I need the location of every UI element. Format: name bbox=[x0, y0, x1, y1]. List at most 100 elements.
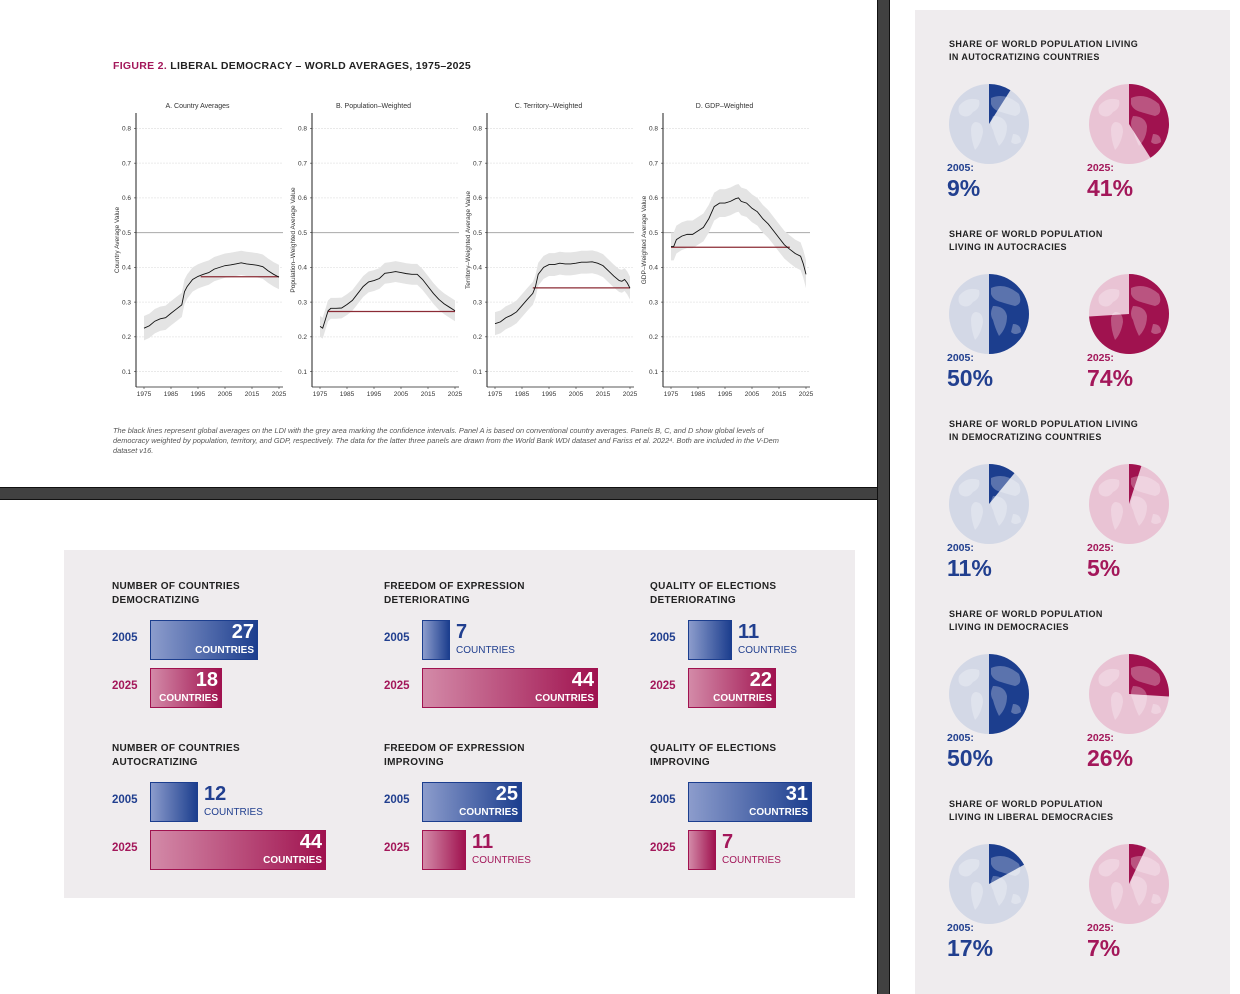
bar-infographic-panel: NUMBER OF COUNTRIES DEMOCRATIZING 2005 27 C… bbox=[0, 500, 877, 994]
bar-unit: COUNTRIES bbox=[472, 855, 531, 866]
bar-unit: COUNTRIES bbox=[263, 855, 322, 866]
pie-year-label: 2005: bbox=[947, 922, 974, 934]
pie-year-label: 2005: bbox=[947, 352, 974, 364]
y-tick-label: 0.3 bbox=[473, 299, 482, 306]
y-tick-label: 0.3 bbox=[649, 299, 658, 306]
line-chart-panel: B. Population–Weighted Population–Weighte… bbox=[290, 103, 463, 398]
globe-pie-2005 bbox=[947, 272, 1031, 361]
figure-number: FIGURE 2. bbox=[113, 60, 168, 72]
y-tick-label: 0.2 bbox=[298, 334, 307, 341]
pie-percentage: 5% bbox=[1087, 555, 1121, 581]
x-tick-label: 1995 bbox=[191, 391, 206, 398]
x-tick-label: 2015 bbox=[596, 391, 611, 398]
pie-group: SHARE OF WORLD POPULATION LIVING IN DEMOC… bbox=[915, 580, 1230, 771]
x-tick-label: 2015 bbox=[772, 391, 787, 398]
bar-row-2025: 2025 18 COUNTRIES bbox=[112, 668, 372, 708]
bar bbox=[422, 668, 598, 708]
pie-percentage: 9% bbox=[947, 175, 981, 201]
continent-shape bbox=[991, 116, 1007, 146]
bar-label: 18 COUNTRIES bbox=[150, 668, 222, 708]
y-tick-label: 0.8 bbox=[298, 126, 307, 133]
bar-year-label: 2005 bbox=[384, 794, 410, 806]
pie-year-label: 2025: bbox=[1087, 922, 1114, 934]
continent-shape bbox=[991, 96, 1021, 116]
continent-shape bbox=[1011, 894, 1021, 904]
bar-label: 27 COUNTRIES bbox=[150, 620, 258, 660]
bar-year-label: 2025 bbox=[112, 842, 138, 854]
y-tick-label: 0.4 bbox=[473, 265, 482, 272]
pie-slice bbox=[1089, 274, 1169, 354]
globe-pie-2025 bbox=[1087, 462, 1171, 551]
bar-value: 44 bbox=[571, 669, 594, 691]
x-tick-label: 2025 bbox=[623, 391, 638, 398]
globe-pie-2005 bbox=[947, 652, 1031, 741]
bar-unit: COUNTRIES bbox=[204, 807, 263, 818]
bar-year-label: 2005 bbox=[112, 794, 138, 806]
y-tick-label: 0.1 bbox=[122, 369, 131, 376]
bar-row-2025: 2025 11 COUNTRIES bbox=[384, 830, 644, 870]
bar-row-2005: 2005 7 COUNTRIES bbox=[384, 620, 644, 660]
confidence-band bbox=[144, 250, 279, 341]
figure-caption: The black lines represent global average… bbox=[113, 426, 779, 455]
y-tick-label: 0.5 bbox=[122, 230, 131, 237]
continent-shape bbox=[971, 122, 983, 150]
y-tick-label: 0.6 bbox=[649, 195, 658, 202]
x-tick-label: 2005 bbox=[394, 391, 409, 398]
continent-shape bbox=[958, 288, 980, 307]
continent-shape bbox=[958, 668, 980, 687]
x-tick-label: 2005 bbox=[218, 391, 233, 398]
pie-year-label: 2005: bbox=[947, 542, 974, 554]
y-tick-label: 0.1 bbox=[649, 369, 658, 376]
pane-divider-vertical[interactable] bbox=[877, 0, 890, 994]
bar-value: 18 bbox=[195, 669, 218, 691]
continent-shape bbox=[1098, 478, 1120, 497]
continent-shape bbox=[991, 856, 1021, 876]
continent-shape bbox=[971, 312, 983, 340]
bar-value: 11 bbox=[472, 831, 494, 853]
y-axis-label: Territory–Weighted Average Value bbox=[465, 191, 472, 289]
bar-unit: COUNTRIES bbox=[738, 645, 797, 656]
bar-group-title: QUALITY OF ELECTIONS DETERIORATING bbox=[650, 581, 777, 606]
bar bbox=[688, 668, 776, 708]
continent-shape bbox=[1151, 894, 1161, 904]
pie-percentage: 50% bbox=[947, 365, 994, 391]
bar bbox=[688, 620, 732, 660]
bar bbox=[150, 830, 326, 870]
y-tick-label: 0.3 bbox=[298, 299, 307, 306]
figure-title: FIGURE 2. LIBERAL DEMOCRACY – WORLD AVER… bbox=[113, 60, 471, 72]
pie-slice bbox=[1129, 654, 1169, 697]
bar-value: 25 bbox=[495, 783, 518, 805]
x-tick-label: 1975 bbox=[488, 391, 503, 398]
bar-year-label: 2005 bbox=[650, 632, 676, 644]
continent-shape bbox=[1131, 286, 1161, 306]
continent-shape bbox=[1131, 306, 1147, 336]
x-tick-label: 2005 bbox=[569, 391, 584, 398]
bar-label: 7 COUNTRIES bbox=[456, 620, 556, 660]
bar-year-label: 2025 bbox=[384, 680, 410, 692]
bar-unit: COUNTRIES bbox=[159, 693, 218, 704]
pie-slice bbox=[1129, 844, 1147, 884]
bar-value: 12 bbox=[204, 783, 227, 805]
pie-slice bbox=[989, 274, 1029, 354]
continent-shape bbox=[1111, 502, 1123, 530]
bar bbox=[422, 620, 450, 660]
x-tick-label: 2005 bbox=[745, 391, 760, 398]
pane-divider-horizontal[interactable] bbox=[0, 487, 890, 500]
x-tick-label: 1975 bbox=[313, 391, 328, 398]
y-axis-label: Population–Weighted Average Value bbox=[290, 187, 297, 293]
bar-row-2005: 2005 25 COUNTRIES bbox=[384, 782, 644, 822]
x-tick-label: 1975 bbox=[137, 391, 152, 398]
bar-value: 27 bbox=[231, 621, 254, 643]
pie-group-title: SHARE OF WORLD POPULATION LIVING IN DEMOC… bbox=[949, 609, 1103, 632]
y-tick-label: 0.1 bbox=[473, 369, 482, 376]
confidence-band bbox=[320, 261, 455, 339]
y-tick-label: 0.3 bbox=[122, 299, 131, 306]
bar-label: 44 COUNTRIES bbox=[150, 830, 326, 870]
bar-unit: COUNTRIES bbox=[749, 807, 808, 818]
bar-group-title: FREEDOM OF EXPRESSION IMPROVING bbox=[384, 743, 525, 768]
y-tick-label: 0.2 bbox=[473, 334, 482, 341]
x-tick-label: 1975 bbox=[664, 391, 679, 398]
bar-year-label: 2025 bbox=[384, 842, 410, 854]
bar-group: QUALITY OF ELECTIONS IMPROVING 2005 31 COUN… bbox=[650, 742, 890, 870]
pie-group-title: SHARE OF WORLD POPULATION LIVING IN LIBER… bbox=[949, 799, 1114, 822]
